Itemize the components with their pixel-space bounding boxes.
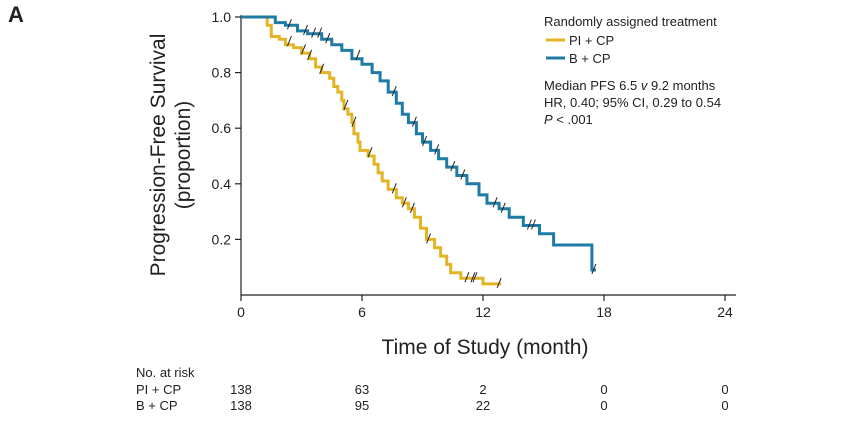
x-tick-label: 0 [237,304,245,320]
censor-mark-b-cp [411,116,417,127]
censor-mark-pi-cp [307,49,313,61]
censor-mark-b-cp [391,85,397,97]
risk-value: 0 [600,398,607,413]
y-tick-label: 0.4 [212,176,232,192]
censor-mark-pi-cp [464,272,470,283]
median-pfs-pre: Median PFS 6.5 [544,78,641,93]
y-tick-label: 0.6 [212,120,232,136]
p-symbol: P [544,112,553,127]
censor-mark-pi-cp [426,233,432,244]
y-ticks: 0.2 0.4 0.6 0.8 1.0 [212,9,241,247]
series-layer [241,15,597,289]
censor-mark-b-cp [530,219,536,230]
censor-mark-b-cp [311,27,317,38]
median-pfs-post: 9.2 months [647,78,715,93]
chart-axes: 0.2 0.4 0.6 0.8 1.0 0 6 12 18 24 [212,9,736,320]
legend-label-b-cp: B + CP [569,51,611,66]
risk-value: 0 [600,382,607,397]
stats-annotation: Median PFS 6.5 v 9.2 months HR, 0.40; 95… [544,78,721,127]
censor-mark-b-cp [434,144,440,155]
risk-value: 63 [355,382,369,397]
x-tick-label: 6 [358,304,366,320]
censor-mark-pi-cp [319,63,325,75]
x-tick-label: 24 [717,304,733,320]
risk-value: 0 [721,398,728,413]
censor-mark-pi-cp [391,183,397,194]
censor-mark-b-cp [591,263,597,275]
censor-mark-b-cp [303,24,308,36]
censor-mark-b-cp [460,169,466,180]
risk-row-label: PI + CP [136,382,181,397]
censor-mark-b-cp [422,135,427,147]
censor-mark-b-cp [317,27,323,38]
median-pfs-text: Median PFS 6.5 v 9.2 months [544,78,716,93]
x-ticks: 0 6 12 18 24 [237,295,733,320]
x-tick-label: 18 [596,304,612,320]
y-tick-label: 0.8 [212,65,232,81]
censor-mark-b-cp [355,49,361,61]
censor-mark-pi-cp [470,272,476,283]
risk-value: 0 [721,382,728,397]
y-tick-label: 1.0 [212,9,232,25]
risk-value: 138 [230,382,252,397]
censor-mark-pi-cp [351,116,357,127]
median-pfs-v: v [641,78,649,93]
p-value: < .001 [553,112,593,127]
risk-value: 95 [355,398,369,413]
y-tick-label: 0.2 [212,231,232,247]
series-line-b-cp [241,15,596,272]
censor-mark-pi-cp [472,272,478,283]
risk-row-label: B + CP [136,398,178,413]
censor-mark-pi-cp [343,99,349,111]
legend-label-pi-cp: PI + CP [569,33,614,48]
censor-mark-pi-cp [286,35,292,47]
censor-mark-b-cp [325,33,331,44]
series-line-pi-cp [241,15,502,286]
censor-mark-pi-cp [401,197,407,208]
hr-text: HR, 0.40; 95% CI, 0.29 to 0.54 [544,95,721,110]
p-value-text: P < .001 [544,112,593,127]
legend-title: Randomly assigned treatment [544,14,717,29]
censor-mark-b-cp [450,160,456,172]
risk-table-title: No. at risk [136,365,195,380]
censor-mark-b-cp [492,197,498,208]
risk-value: 2 [479,382,486,397]
censor-mark-b-cp [500,202,506,214]
censor-mark-b-cp [526,219,532,230]
censor-mark-pi-cp [496,277,502,289]
x-tick-label: 12 [475,304,491,320]
censor-mark-pi-cp [409,202,415,214]
panel-label: A [8,2,24,27]
censor-mark-b-cp [286,19,292,30]
y-axis-title: Progression-Free Survival [147,34,170,277]
legend: Randomly assigned treatment PI + CP B + … [544,14,717,66]
y-axis-title-unit: (proportion) [172,101,195,210]
x-axis-title: Time of Study (month) [382,336,589,359]
censor-mark-pi-cp [367,147,373,158]
risk-value: 138 [230,398,252,413]
risk-value: 22 [476,398,490,413]
censor-mark-pi-cp [301,44,306,55]
